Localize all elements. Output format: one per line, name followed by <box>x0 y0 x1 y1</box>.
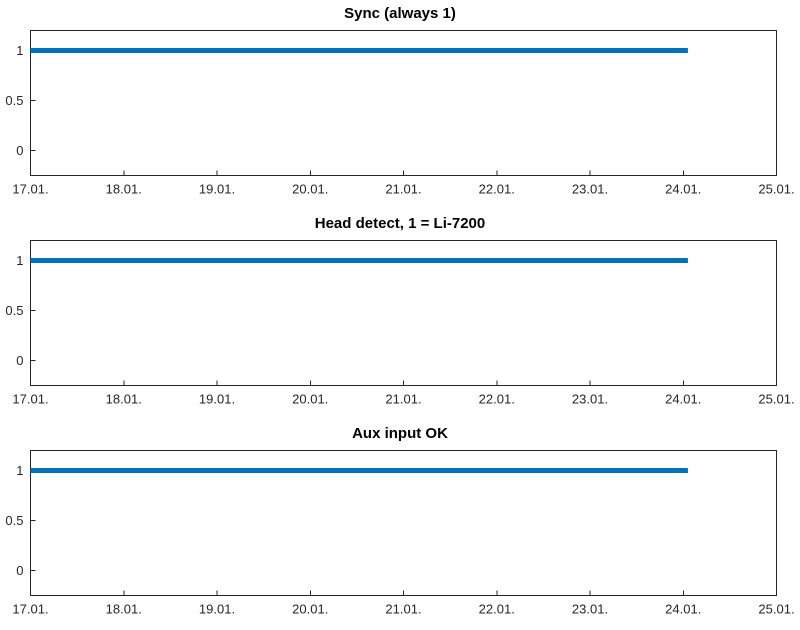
subplot-head-detect: 17.01. 18.01. 19.01. 20.01. 21.01. 22.01. 23.0… <box>0 210 800 420</box>
x-tick-label: 20.01. <box>292 602 328 617</box>
head-detect-plot-canvas: 17.01. 18.01. 19.01. 20.01. 21.01. 22.01. 23.0… <box>5 240 795 407</box>
x-tick-label: 23.01. <box>572 602 608 617</box>
sync-plot-title: Sync (always 1) <box>344 5 456 22</box>
aux-input-plot-canvas: 17.01. 18.01. 19.01. 20.01. 21.01. 22.01. 23.0… <box>5 450 795 617</box>
x-tick-label: 19.01. <box>199 392 235 407</box>
y-tick-label: 0.5 <box>5 303 23 318</box>
x-tick-label: 17.01. <box>12 602 48 617</box>
x-tick-label: 24.01. <box>665 602 701 617</box>
y-tick-label: 1 <box>16 43 23 58</box>
x-tick-label: 18.01. <box>106 392 142 407</box>
x-tick-label: 18.01. <box>106 182 142 197</box>
y-tick-label: 1 <box>16 463 23 478</box>
x-tick-label: 25.01. <box>758 602 794 617</box>
x-tick-label: 24.01. <box>665 392 701 407</box>
x-tick-label: 22.01. <box>479 182 515 197</box>
x-tick-label: 17.01. <box>12 182 48 197</box>
x-tick-label: 22.01. <box>479 602 515 617</box>
x-tick-label: 21.01. <box>385 602 421 617</box>
x-tick-label: 19.01. <box>199 602 235 617</box>
x-tick-label: 20.01. <box>292 182 328 197</box>
subplot-aux-input: 17.01. 18.01. 19.01. 20.01. 21.01. 22.01. 23.0… <box>0 420 800 630</box>
x-tick-label: 21.01. <box>385 182 421 197</box>
head-detect-plot-title: Head detect, 1 = Li-7200 <box>314 215 486 232</box>
x-tick-label: 23.01. <box>572 392 608 407</box>
y-tick-label: 0 <box>16 353 23 368</box>
y-tick-label: 1 <box>16 253 23 268</box>
x-tick-label: 23.01. <box>572 182 608 197</box>
y-tick-label: 0 <box>16 563 23 578</box>
x-tick-label: 24.01. <box>665 182 701 197</box>
x-tick-label: 18.01. <box>106 602 142 617</box>
y-tick-label: 0 <box>16 143 23 158</box>
x-tick-label: 22.01. <box>479 392 515 407</box>
x-tick-label: 19.01. <box>199 182 235 197</box>
x-tick-label: 17.01. <box>12 392 48 407</box>
x-tick-label: 21.01. <box>385 392 421 407</box>
sync-plot-canvas: 17.01. 18.01. 19.01. 20.01. 21.01. 22.01. 23.0… <box>5 30 795 197</box>
aux-input-plot-title: Aux input OK <box>352 425 448 442</box>
x-tick-label: 20.01. <box>292 392 328 407</box>
y-tick-label: 0.5 <box>5 93 23 108</box>
subplot-sync: 17.01. 18.01. 19.01. 20.01. 21.01. 22.01. 23.0… <box>0 0 800 210</box>
x-tick-label: 25.01. <box>758 392 794 407</box>
y-tick-label: 0.5 <box>5 513 23 528</box>
x-tick-label: 25.01. <box>758 182 794 197</box>
